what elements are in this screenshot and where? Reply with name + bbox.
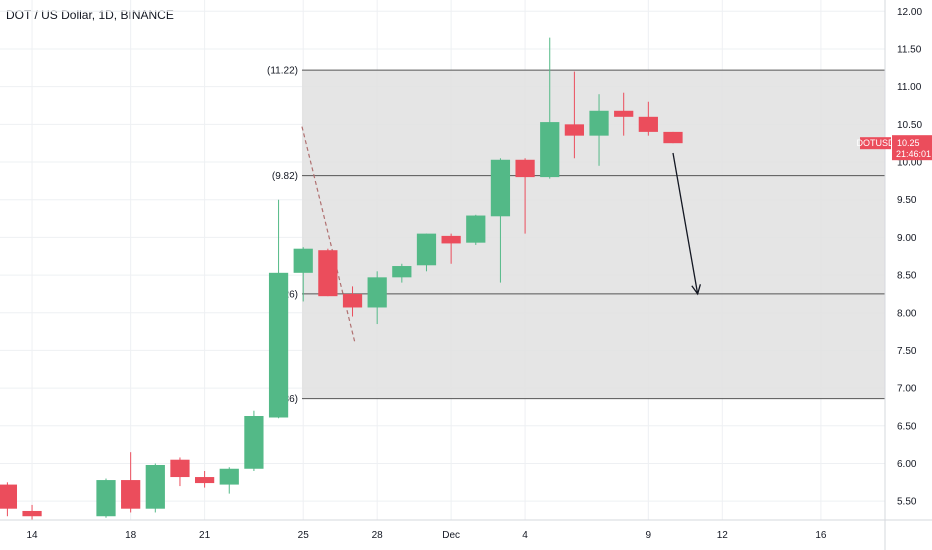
candle — [614, 92, 634, 136]
candle — [441, 233, 461, 264]
level-label: 26) — [284, 289, 298, 300]
y-tick-label: 9.00 — [897, 233, 917, 244]
x-tick-label: 25 — [298, 530, 310, 541]
level-label: (11.22) — [267, 66, 298, 77]
candle-body — [121, 480, 141, 509]
y-tick-label: 10.00 — [897, 158, 922, 169]
candle — [96, 478, 116, 518]
x-tick-label: 21 — [199, 530, 211, 541]
candle — [194, 471, 215, 488]
y-tick-label: 10.50 — [897, 120, 922, 131]
candle-body — [170, 459, 190, 478]
candle — [268, 199, 289, 419]
candle-body — [564, 124, 585, 136]
candle — [318, 248, 338, 297]
candle-body — [441, 235, 461, 244]
candle — [244, 410, 264, 472]
candle-body — [663, 131, 683, 144]
candle-body — [219, 468, 239, 485]
candle — [638, 101, 658, 136]
candle-body — [96, 480, 116, 517]
candle-body — [614, 110, 634, 117]
projection-arrow — [672, 152, 702, 296]
candle — [490, 158, 511, 283]
x-tick-label: 4 — [522, 530, 528, 541]
x-tick-label: 12 — [717, 530, 729, 541]
candle-body — [540, 122, 560, 178]
level-label: (9.82) — [272, 171, 298, 182]
candle — [589, 94, 609, 166]
time-axis[interactable]: 14 18 21 25 28 Dec 4 9 12 16 — [0, 519, 932, 541]
candle — [219, 467, 239, 494]
symbol-tag-bg — [860, 137, 891, 150]
symbol-tag-label: DOTUSD — [857, 138, 896, 148]
level-label: 86) — [284, 394, 298, 405]
candle — [342, 286, 363, 317]
candle — [540, 37, 560, 179]
candle-body — [367, 277, 387, 308]
candle-body — [392, 266, 412, 278]
y-tick-label: 8.50 — [897, 271, 917, 282]
candles — [0, 37, 683, 520]
candle — [466, 214, 486, 245]
x-tick-label: 16 — [815, 530, 827, 541]
y-tick-label: 7.00 — [897, 384, 917, 395]
candle-body — [342, 293, 363, 308]
y-tick-label: 8.00 — [897, 308, 917, 319]
price-axis[interactable]: 12.00 11.50 11.00 10.50 10.00 9.50 9.00 8.50 8.0… — [884, 0, 922, 550]
candle-body — [318, 250, 338, 297]
x-tick-label: 28 — [372, 530, 384, 541]
candle-body — [416, 233, 437, 266]
candle-body — [638, 116, 658, 132]
candle — [170, 457, 190, 487]
x-tick-label: 18 — [125, 530, 137, 541]
candle — [564, 71, 585, 159]
candle-body — [244, 416, 264, 469]
candle — [145, 463, 165, 513]
candle-body — [0, 484, 18, 509]
y-tick-label: 12.00 — [897, 7, 922, 18]
candle-body — [515, 159, 535, 178]
candle — [0, 482, 18, 517]
candle — [367, 271, 387, 325]
candle — [515, 158, 535, 234]
candle-body — [268, 272, 289, 418]
candle-body — [194, 477, 215, 484]
level-lines: (11.22) (9.82) 26) 86) — [267, 66, 885, 405]
x-tick-label: Dec — [442, 530, 460, 541]
candle-body — [466, 215, 486, 243]
candle — [121, 452, 141, 513]
y-tick-label: 6.50 — [897, 421, 917, 432]
y-tick-label: 5.50 — [897, 497, 917, 508]
candle-body — [145, 464, 165, 509]
candle — [416, 233, 437, 272]
y-tick-label: 11.50 — [897, 44, 922, 55]
candle-body — [589, 110, 609, 136]
candle-body — [22, 510, 42, 517]
candle-body — [293, 248, 313, 273]
y-tick-label: 11.00 — [897, 82, 922, 93]
y-tick-label: 9.50 — [897, 195, 917, 206]
candle — [663, 131, 683, 144]
price-tag-value: 10.25 — [897, 138, 920, 148]
candle — [392, 263, 412, 283]
y-tick-label: 6.00 — [897, 459, 917, 470]
x-tick-label: 14 — [26, 530, 38, 541]
candle — [22, 504, 42, 520]
y-tick-label: 7.50 — [897, 346, 917, 357]
price-tag-countdown: 21:46:01 — [896, 149, 931, 159]
candle — [293, 247, 313, 302]
x-tick-label: 9 — [646, 530, 652, 541]
arrow-shaft — [672, 152, 699, 295]
arrow-head — [691, 284, 702, 296]
candle-body — [490, 159, 511, 217]
price-tag-bg — [892, 135, 932, 161]
